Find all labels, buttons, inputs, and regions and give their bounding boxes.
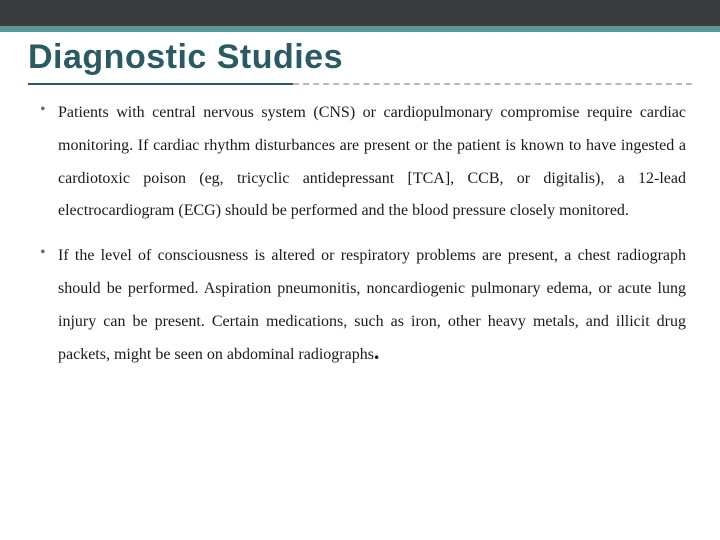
underline-dashed xyxy=(293,83,692,85)
top-bar xyxy=(0,0,720,26)
bullet-text: If the level of consciousness is altered… xyxy=(58,240,686,371)
accent-bar xyxy=(0,26,720,32)
slide: Diagnostic Studies Patients with central… xyxy=(0,0,720,540)
content-area: Patients with central nervous system (CN… xyxy=(34,97,686,371)
period-icon: . xyxy=(374,339,380,364)
slide-title: Diagnostic Studies xyxy=(28,38,720,77)
bullet-text: Patients with central nervous system (CN… xyxy=(58,97,686,228)
bullet-text-span: If the level of consciousness is altered… xyxy=(58,247,686,362)
title-underline xyxy=(28,81,692,87)
underline-solid xyxy=(28,83,293,85)
list-item: If the level of consciousness is altered… xyxy=(34,240,686,371)
list-item: Patients with central nervous system (CN… xyxy=(34,97,686,228)
bullet-list: Patients with central nervous system (CN… xyxy=(34,97,686,371)
